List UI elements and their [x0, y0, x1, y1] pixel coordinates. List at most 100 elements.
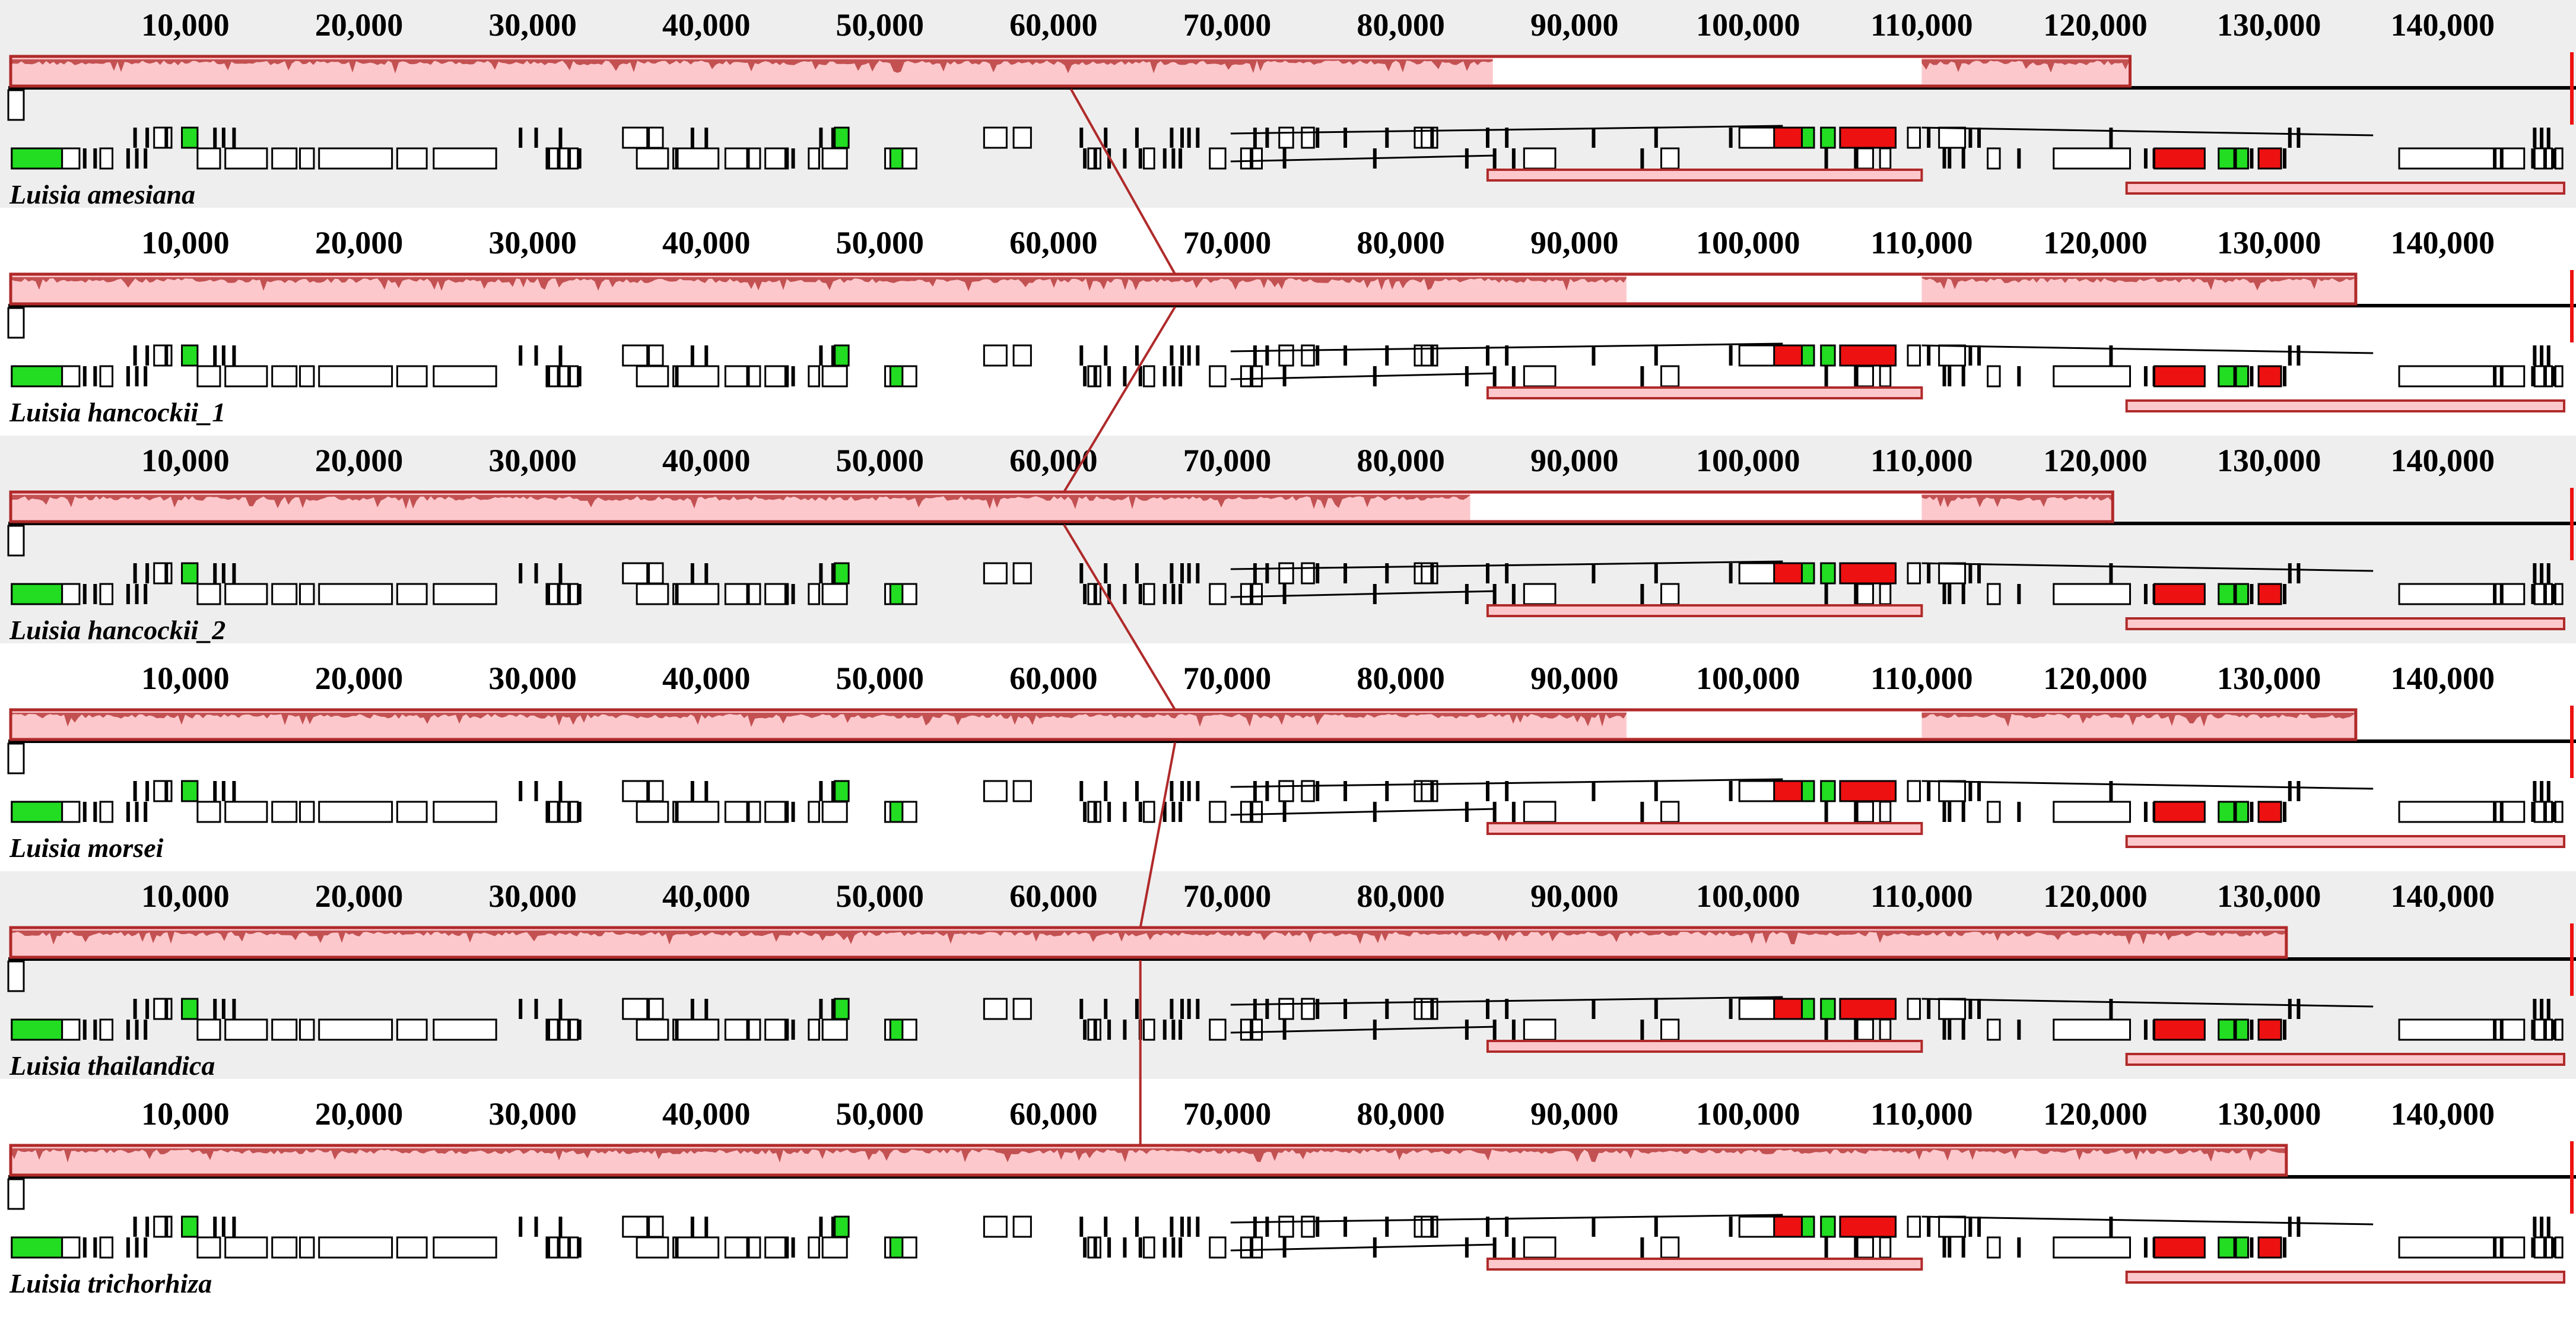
gene-tick — [1640, 584, 1644, 604]
gene-tick — [2288, 781, 2292, 801]
gene-tick — [1265, 1217, 1269, 1237]
gene-box — [1987, 1018, 2001, 1041]
gene-tick — [126, 584, 130, 604]
gene-red — [1839, 126, 1897, 149]
genome-label: Luisia trichorhiza — [9, 1268, 212, 1299]
scale-tick-label: 140,000 — [2390, 1096, 2495, 1132]
gene-tick — [831, 128, 835, 148]
gene-tick — [1343, 781, 1348, 801]
gene-box — [224, 147, 268, 170]
gene-tick — [2109, 1217, 2113, 1237]
gene-box — [724, 1236, 761, 1259]
gene-box — [318, 1018, 393, 1041]
gene-tick — [1343, 1217, 1348, 1237]
gene-tick — [93, 1020, 97, 1040]
feature-bar — [1486, 822, 1923, 835]
gene-tick — [1171, 584, 1176, 604]
gene-box — [672, 1018, 720, 1041]
gene-tick — [221, 781, 225, 801]
gene-tick — [831, 781, 835, 801]
gene-tick — [1179, 1020, 1183, 1040]
scale-tick-label: 140,000 — [2390, 225, 2495, 261]
gene-tick — [567, 148, 571, 169]
gene-tick — [1592, 999, 1596, 1019]
gene-tick — [133, 563, 137, 583]
gene-tick — [1492, 802, 1497, 822]
gene-tick — [1104, 128, 1108, 148]
scale-tick-label: 70,000 — [1183, 1096, 1272, 1132]
scale-tick-label: 30,000 — [488, 443, 577, 478]
scale-tick-label: 90,000 — [1530, 661, 1619, 696]
gene-box — [196, 1018, 221, 1041]
gene-tick — [1465, 148, 1469, 169]
gene-green — [2235, 1018, 2249, 1041]
gene-tick — [1180, 345, 1184, 366]
gene-red — [2153, 147, 2206, 170]
scale-tick-label: 20,000 — [315, 7, 404, 43]
gene-box — [808, 147, 820, 170]
gene-tick — [1385, 1217, 1389, 1237]
genome-panel: 10,000 20,000 30,000 40,000 50,000 60,000 70,0… — [0, 871, 2576, 1081]
gene-box — [1907, 126, 1921, 149]
gene-tick — [2546, 345, 2550, 366]
gene-tick — [1104, 1217, 1108, 1237]
gene-box — [271, 1018, 298, 1041]
gene-tick — [1654, 1217, 1658, 1237]
feature-bar — [1486, 169, 1923, 182]
gene-tick — [819, 345, 823, 366]
gene-tick — [126, 1020, 130, 1040]
gene-tick — [1485, 345, 1489, 366]
gene-red — [2257, 1236, 2282, 1259]
gene-box — [1987, 147, 2001, 170]
scale-tick-label: 100,000 — [1696, 878, 1800, 914]
gene-box — [808, 1236, 820, 1259]
gene-green — [181, 1215, 199, 1238]
gene-tick — [2283, 802, 2287, 822]
gene-box — [2533, 583, 2553, 605]
gene-tick — [690, 1217, 694, 1237]
feature-bar — [1486, 604, 1923, 617]
gene-tick — [1729, 781, 1733, 801]
gene-tick — [1079, 781, 1084, 801]
intron-line — [1230, 808, 1497, 816]
scale-tick-label: 90,000 — [1530, 7, 1619, 43]
gene-tick — [1485, 563, 1489, 583]
gene-box — [1301, 780, 1315, 802]
gene-tick — [1282, 802, 1287, 822]
gene-box — [433, 1018, 497, 1041]
gene-box — [821, 365, 848, 388]
gene-tick — [1968, 345, 1973, 366]
gene-box — [1012, 1215, 1032, 1238]
gene-tick — [1123, 802, 1127, 822]
gene-box — [433, 365, 497, 388]
gene-tick — [2546, 563, 2550, 583]
gene-tick — [2546, 1217, 2550, 1237]
gene-tick — [2297, 563, 2301, 583]
gene-tick — [1465, 584, 1469, 604]
gene-tick — [558, 563, 563, 583]
gene-tick — [2499, 1237, 2504, 1258]
gene-tick — [1265, 781, 1269, 801]
gene-tick — [2109, 999, 2113, 1019]
gene-tick — [1485, 999, 1489, 1019]
feature-bar — [2125, 617, 2566, 630]
gene-box — [648, 780, 664, 802]
gene-tick — [1171, 1020, 1176, 1040]
gene-tick — [746, 584, 750, 604]
gene-box — [648, 562, 664, 585]
gene-green — [11, 1236, 63, 1259]
gene-box — [1856, 147, 1874, 170]
gene-tick — [704, 128, 709, 148]
gene-box — [318, 801, 393, 823]
gene-tick — [675, 584, 679, 604]
gene-tick — [213, 563, 217, 583]
gene-box — [1278, 126, 1294, 149]
gene-box — [672, 1236, 720, 1259]
scale-tick-label: 100,000 — [1696, 225, 1800, 261]
gene-tick — [2109, 563, 2113, 583]
gene-tick — [1179, 148, 1183, 169]
gene-green — [2235, 1236, 2249, 1259]
gene-box — [1278, 1215, 1294, 1238]
gene-box — [1278, 780, 1294, 802]
feature-bar — [2125, 399, 2566, 412]
